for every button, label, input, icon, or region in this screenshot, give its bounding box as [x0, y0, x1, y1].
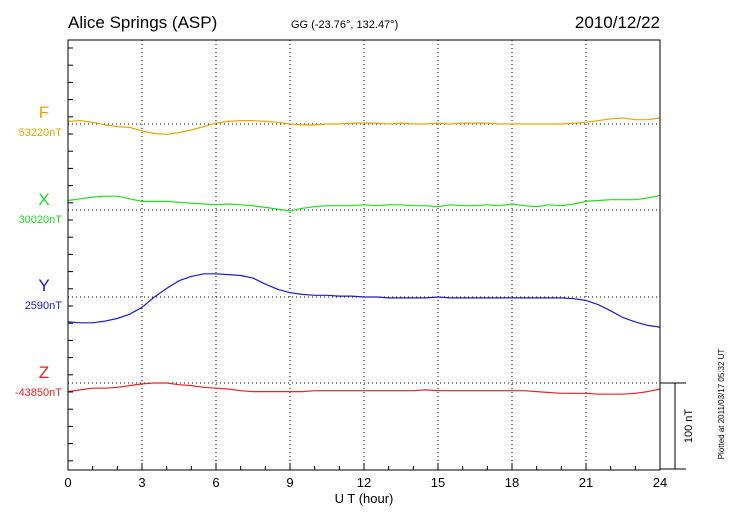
x-tick-label-18: 18	[505, 475, 519, 490]
series-line-y	[67, 273, 661, 328]
plotted-timestamp: Plotted at 2011/03/17 05:32 UT	[717, 349, 726, 460]
scale-bar: 100 nT	[660, 382, 695, 470]
channel-baseline-f: 53220nT	[19, 127, 63, 139]
x-tick-label-15: 15	[431, 475, 445, 490]
channel-baseline-z: -43850nT	[15, 387, 62, 399]
y-ticks	[68, 47, 73, 462]
x-axis-label: U T (hour)	[335, 491, 394, 506]
x-tick-label-6: 6	[212, 475, 219, 490]
channel-name-y: Y	[38, 276, 49, 295]
x-tick-label-12: 12	[357, 475, 371, 490]
plot-frame	[67, 39, 661, 471]
scale-bar-label: 100 nT	[683, 409, 695, 444]
grid	[141, 40, 587, 470]
channel-name-z: Z	[39, 363, 49, 382]
series-line-z	[67, 382, 661, 395]
x-tick-label-3: 3	[138, 475, 145, 490]
series-line-f	[67, 117, 661, 135]
channel-baseline-y: 2590nT	[25, 300, 63, 312]
date-label: 2010/12/22	[575, 13, 660, 32]
x-tick-label-24: 24	[653, 475, 667, 490]
x-tick-label-21: 21	[579, 475, 593, 490]
x-ticks: 0 3 6 9 12 15 18 21 24	[64, 463, 667, 490]
channel-labels: F 53220nT X 30020nT Y 2590nT Z -43850nT	[15, 103, 62, 399]
channel-name-f: F	[39, 103, 49, 122]
series-line-x	[67, 194, 661, 212]
series-group	[67, 117, 661, 395]
channel-name-x: X	[38, 190, 49, 209]
station-title: Alice Springs (ASP)	[68, 13, 217, 32]
channel-baseline-x: 30020nT	[19, 214, 63, 226]
coords-subtitle: GG (-23.76°, 132.47°)	[291, 19, 398, 31]
x-tick-label-0: 0	[64, 475, 71, 490]
x-tick-label-9: 9	[286, 475, 293, 490]
